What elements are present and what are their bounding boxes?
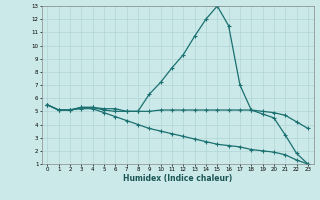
- X-axis label: Humidex (Indice chaleur): Humidex (Indice chaleur): [123, 174, 232, 183]
